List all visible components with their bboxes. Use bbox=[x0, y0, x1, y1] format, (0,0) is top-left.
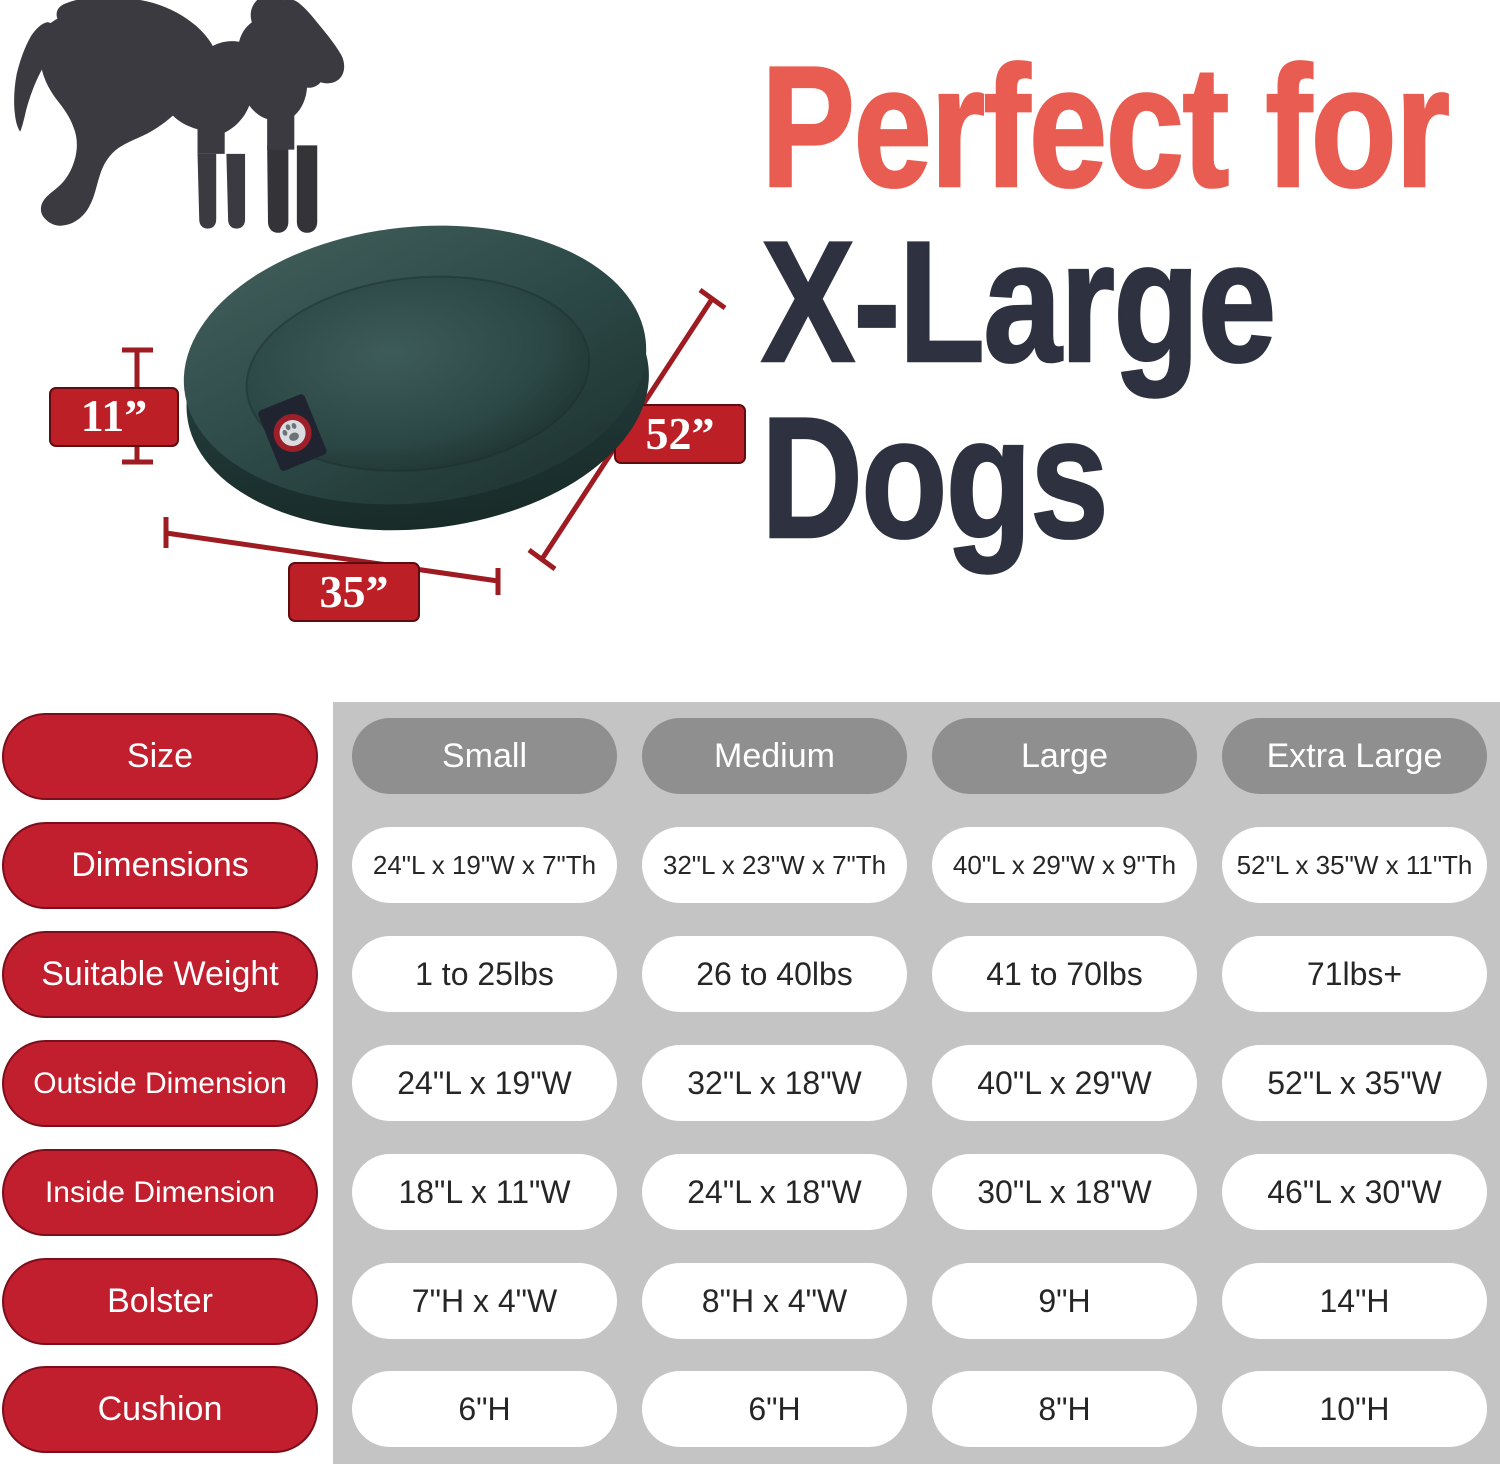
svg-text:11”: 11” bbox=[81, 390, 147, 441]
svg-text:52”: 52” bbox=[646, 408, 715, 459]
svg-text:35”: 35” bbox=[320, 566, 389, 617]
